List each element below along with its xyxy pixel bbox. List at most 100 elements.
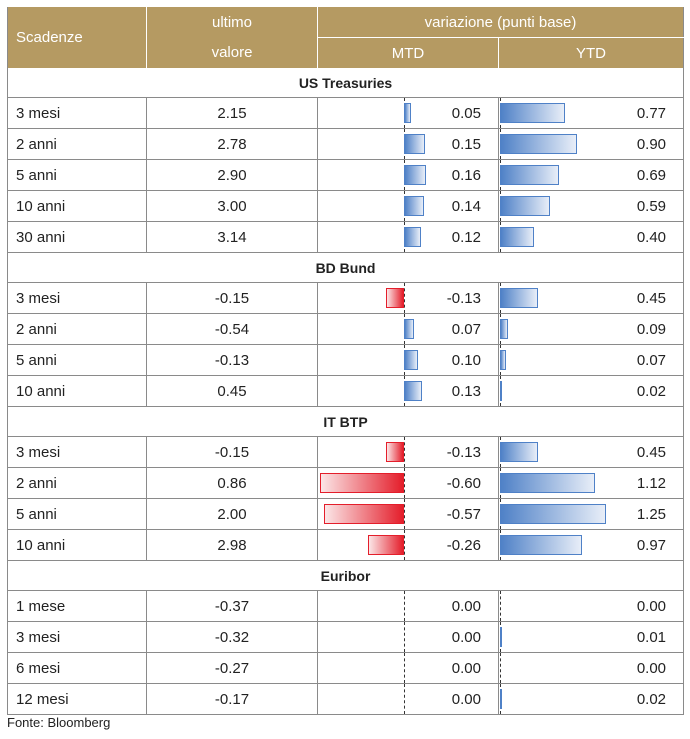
mtd-bar — [404, 319, 414, 339]
ytd-value: 0.45 — [636, 444, 667, 461]
mtd-value: -0.60 — [446, 475, 481, 492]
ytd-axis-line — [500, 653, 501, 683]
mtd-cell: -0.57 — [317, 498, 499, 530]
maturity-label: 5 anni — [7, 159, 147, 191]
mtd-cell: 0.10 — [317, 344, 499, 376]
table-row: 12 mesi -0.17 0.00 0.02 — [7, 683, 684, 715]
ytd-bar — [500, 504, 607, 524]
mtd-bar — [404, 196, 424, 216]
ytd-cell: 0.02 — [498, 375, 684, 407]
ytd-bar — [500, 535, 583, 555]
table-row: 3 mesi -0.15 -0.13 0.45 — [7, 282, 684, 314]
last-value: 0.45 — [146, 375, 318, 407]
maturity-label: 2 anni — [7, 128, 147, 160]
mtd-axis-line — [404, 499, 405, 529]
mtd-cell: 0.14 — [317, 190, 499, 222]
mtd-cell: 0.07 — [317, 313, 499, 345]
ytd-value: 0.45 — [636, 290, 667, 307]
ytd-cell: 0.40 — [498, 221, 684, 253]
table-row: 5 anni 2.90 0.16 0.69 — [7, 159, 684, 191]
ytd-value: 1.25 — [636, 506, 667, 523]
header-ultimo-line2: valore — [211, 43, 253, 61]
maturity-label: 3 mesi — [7, 621, 147, 653]
mtd-axis-line — [404, 622, 405, 652]
ytd-value: 0.07 — [636, 352, 667, 369]
mtd-cell: 0.15 — [317, 128, 499, 160]
mtd-cell: 0.12 — [317, 221, 499, 253]
last-value: 2.78 — [146, 128, 318, 160]
section-header: Euribor — [7, 560, 684, 591]
ytd-value: 0.01 — [636, 629, 667, 646]
maturity-label: 30 anni — [7, 221, 147, 253]
mtd-bar — [404, 227, 421, 247]
maturity-label: 10 anni — [7, 190, 147, 222]
ytd-value: 0.77 — [636, 105, 667, 122]
table-row: 2 anni -0.54 0.07 0.09 — [7, 313, 684, 345]
ytd-cell: 1.25 — [498, 498, 684, 530]
ytd-cell: 0.97 — [498, 529, 684, 561]
ytd-value: 0.90 — [636, 136, 667, 153]
mtd-cell: 0.00 — [317, 652, 499, 684]
mtd-value: 0.16 — [451, 167, 481, 184]
ytd-cell: 0.01 — [498, 621, 684, 653]
ytd-cell: 0.07 — [498, 344, 684, 376]
last-value: 0.86 — [146, 467, 318, 499]
ytd-bar — [500, 350, 506, 370]
table-row: 6 mesi -0.27 0.00 0.00 — [7, 652, 684, 684]
ytd-cell: 0.45 — [498, 436, 684, 468]
mtd-cell: 0.00 — [317, 590, 499, 622]
ytd-bar — [500, 627, 502, 647]
header-scadenze: Scadenze — [7, 7, 147, 68]
mtd-bar — [367, 535, 404, 555]
last-value: -0.13 — [146, 344, 318, 376]
mtd-bar — [404, 134, 425, 154]
section-header: BD Bund — [7, 252, 684, 283]
ytd-bar — [500, 473, 596, 493]
mtd-value: -0.13 — [446, 444, 481, 461]
ytd-bar — [500, 196, 551, 216]
mtd-value: -0.13 — [446, 290, 481, 307]
maturity-label: 12 mesi — [7, 683, 147, 715]
mtd-cell: 0.05 — [317, 97, 499, 129]
mtd-bar — [385, 288, 404, 308]
mtd-value: -0.57 — [446, 506, 481, 523]
header-ytd: YTD — [498, 37, 684, 68]
mtd-value: 0.00 — [451, 629, 481, 646]
table-row: 5 anni 2.00 -0.57 1.25 — [7, 498, 684, 530]
maturity-label: 5 anni — [7, 498, 147, 530]
header-ultimo-valore: ultimo valore — [146, 7, 318, 68]
ytd-cell: 0.09 — [498, 313, 684, 345]
table-row: 30 anni 3.14 0.12 0.40 — [7, 221, 684, 253]
table-row: 3 mesi 2.15 0.05 0.77 — [7, 97, 684, 129]
mtd-value: 0.00 — [451, 660, 481, 677]
mtd-bar — [385, 442, 404, 462]
ytd-bar — [500, 381, 502, 401]
table-row: 10 anni 2.98 -0.26 0.97 — [7, 529, 684, 561]
table-body: US Treasuries 3 mesi 2.15 0.05 0.77 2 anni 2.7… — [7, 68, 684, 715]
section-header: IT BTP — [7, 406, 684, 437]
mtd-cell: 0.16 — [317, 159, 499, 191]
section-title: Euribor — [7, 560, 684, 591]
mtd-cell: 0.00 — [317, 621, 499, 653]
ytd-value: 0.97 — [636, 537, 667, 554]
mtd-axis-line — [404, 283, 405, 313]
last-value: 2.15 — [146, 97, 318, 129]
last-value: 2.98 — [146, 529, 318, 561]
rates-table-container: Scadenze ultimo valore variazione (punti… — [7, 7, 685, 715]
header-mtd: MTD — [317, 37, 499, 68]
ytd-bar — [500, 442, 539, 462]
mtd-bar — [404, 165, 427, 185]
last-value: -0.32 — [146, 621, 318, 653]
last-value: 3.00 — [146, 190, 318, 222]
table-row: 10 anni 3.00 0.14 0.59 — [7, 190, 684, 222]
mtd-cell: -0.13 — [317, 436, 499, 468]
mtd-value: -0.26 — [446, 537, 481, 554]
ytd-cell: 0.02 — [498, 683, 684, 715]
mtd-axis-line — [404, 530, 405, 560]
section-header: US Treasuries — [7, 68, 684, 98]
table-row: 3 mesi -0.15 -0.13 0.45 — [7, 436, 684, 468]
last-value: -0.17 — [146, 683, 318, 715]
ytd-axis-line — [500, 591, 501, 621]
mtd-bar — [404, 350, 418, 370]
maturity-label: 3 mesi — [7, 436, 147, 468]
